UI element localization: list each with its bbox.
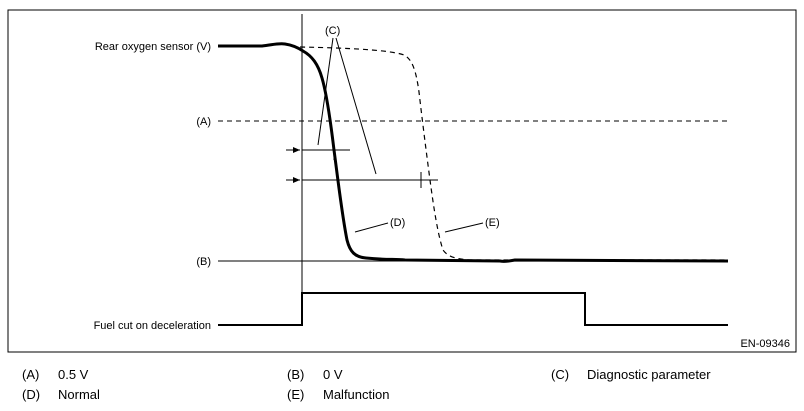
c-leader-line-1 <box>317 37 334 146</box>
legend-item-e: (E) Malfunction <box>287 387 389 402</box>
normal-curve <box>218 42 729 263</box>
fuel-cut-signal <box>218 292 728 326</box>
timing-diagram: Rear oxygen sensor (V) (A) (B) Fuel cut … <box>7 9 797 353</box>
figure-id-label: EN-09346 <box>740 338 790 350</box>
legend-key: (C) <box>551 367 570 382</box>
legend: (A) 0.5 V (B) 0 V (C) Diagnostic parameter … <box>0 362 804 411</box>
malfunction-curve <box>299 46 728 261</box>
e-leader-line <box>444 222 484 233</box>
legend-item-a: (A) 0.5 V <box>22 367 88 382</box>
legend-text: Malfunction <box>323 387 390 402</box>
b-marker-label: (B) <box>196 256 211 268</box>
diagram-frame <box>7 9 797 353</box>
legend-key: (A) <box>22 367 40 382</box>
legend-text: Normal <box>58 387 100 402</box>
e-callout-label: (E) <box>485 217 500 229</box>
a-marker-label: (A) <box>196 116 211 128</box>
legend-item-c: (C) Diagnostic parameter <box>551 367 711 382</box>
d-callout-label: (D) <box>390 217 405 229</box>
legend-key: (D) <box>22 387 41 402</box>
legend-item-b: (B) 0 V <box>287 367 343 382</box>
fuel-cut-label: Fuel cut on deceleration <box>94 320 211 332</box>
legend-key: (E) <box>287 387 305 402</box>
c-callout-label: (C) <box>325 25 340 37</box>
legend-item-d: (D) Normal <box>22 387 100 402</box>
legend-text: Diagnostic parameter <box>587 367 711 382</box>
legend-text: 0.5 V <box>58 367 89 382</box>
rear-oxygen-sensor-label: Rear oxygen sensor (V) <box>95 41 211 53</box>
legend-text: 0 V <box>323 367 343 382</box>
d-leader-line <box>354 222 389 233</box>
c-leader-line-2 <box>335 37 377 175</box>
legend-key: (B) <box>287 367 305 382</box>
